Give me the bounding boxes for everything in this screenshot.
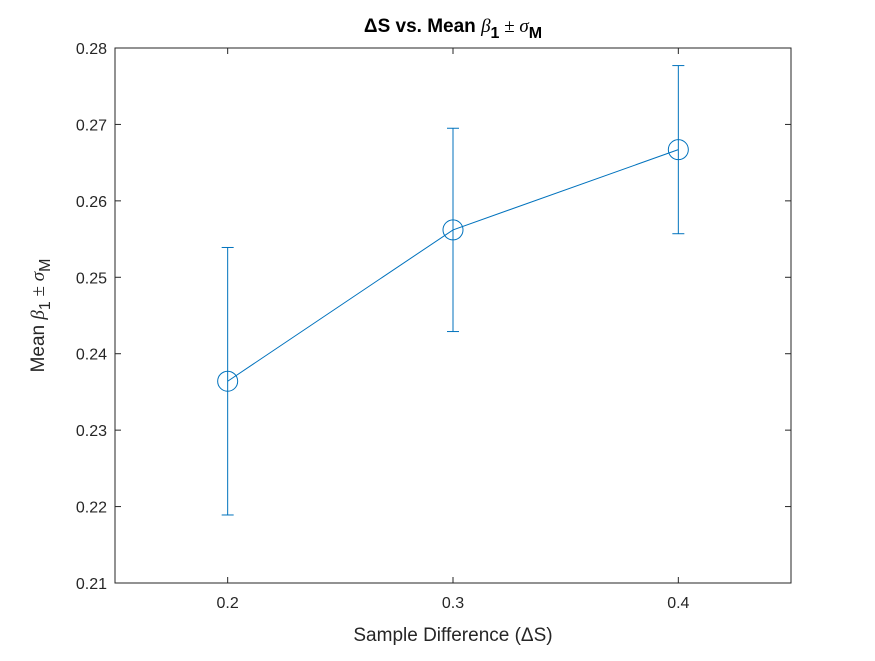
chart-title: ΔS vs. Mean β1 ± σM — [364, 16, 542, 42]
y-tick-label: 0.25 — [76, 270, 107, 287]
y-tick-label: 0.21 — [76, 576, 107, 593]
x-tick-label: 0.4 — [667, 595, 689, 612]
data-point — [667, 139, 689, 161]
x-tick-label: 0.2 — [217, 595, 239, 612]
y-tick-label: 0.26 — [76, 194, 107, 211]
data-point — [442, 219, 464, 241]
y-tick-label: 0.27 — [76, 117, 107, 134]
x-axis-title: Sample Difference (ΔS) — [353, 625, 552, 646]
x-tick-label: 0.3 — [442, 595, 464, 612]
y-tick-label: 0.23 — [76, 423, 107, 440]
y-tick-label: 0.24 — [76, 347, 107, 364]
y-tick-label: 0.28 — [76, 41, 107, 58]
y-tick-label: 0.22 — [76, 500, 107, 517]
y-axis-title: Mean β1 ± σM — [28, 259, 54, 373]
data-point — [217, 370, 239, 392]
